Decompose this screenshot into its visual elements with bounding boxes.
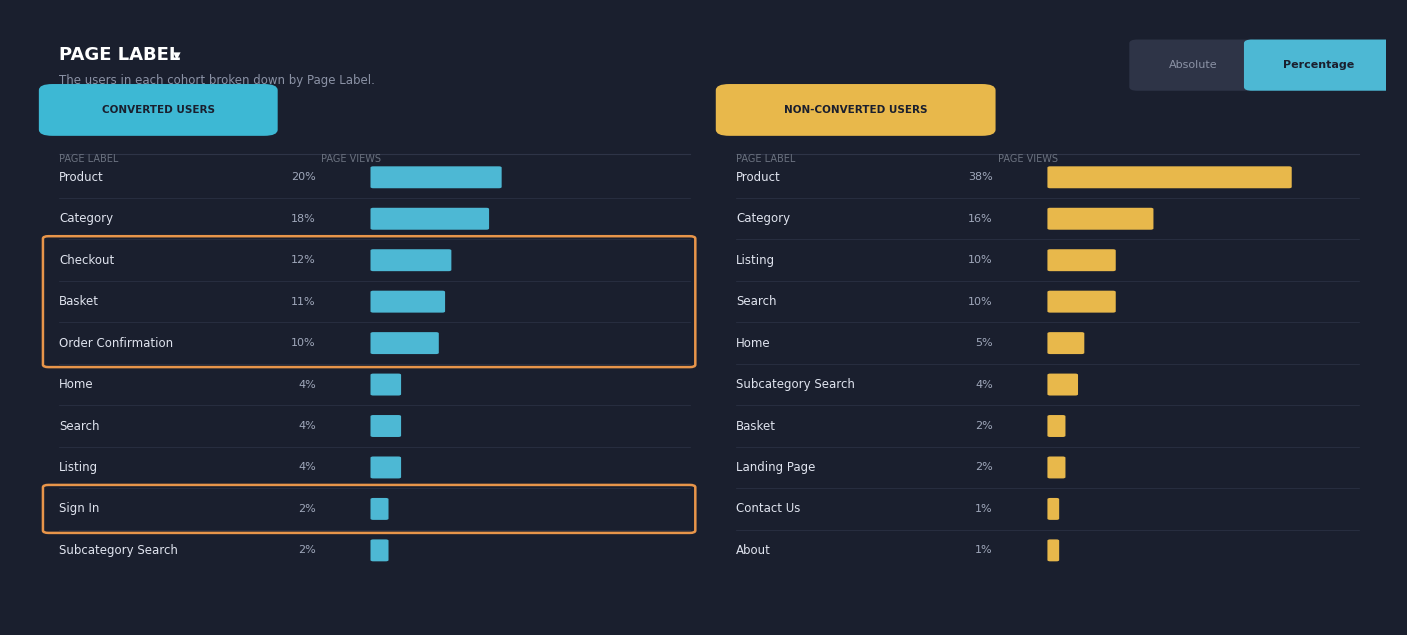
Text: ▾: ▾ [173, 48, 180, 63]
FancyBboxPatch shape [370, 166, 502, 188]
FancyBboxPatch shape [370, 291, 445, 312]
Text: 18%: 18% [291, 214, 317, 224]
FancyBboxPatch shape [1130, 39, 1258, 91]
Text: Category: Category [736, 212, 791, 225]
FancyBboxPatch shape [1047, 208, 1154, 230]
FancyBboxPatch shape [370, 249, 452, 271]
Text: CONVERTED USERS: CONVERTED USERS [101, 105, 215, 115]
Text: 10%: 10% [968, 255, 993, 265]
Text: 2%: 2% [975, 462, 993, 472]
FancyBboxPatch shape [1047, 166, 1292, 188]
Text: Category: Category [59, 212, 114, 225]
FancyBboxPatch shape [1047, 415, 1065, 437]
Text: Landing Page: Landing Page [736, 461, 816, 474]
Text: PAGE VIEWS: PAGE VIEWS [321, 154, 381, 164]
Text: Checkout: Checkout [59, 254, 114, 267]
FancyBboxPatch shape [370, 539, 388, 561]
FancyBboxPatch shape [1047, 498, 1059, 520]
Text: Search: Search [736, 295, 777, 308]
Text: Basket: Basket [736, 420, 777, 432]
Text: PAGE LABEL: PAGE LABEL [59, 46, 180, 64]
FancyBboxPatch shape [1244, 39, 1394, 91]
Text: The users in each cohort broken down by Page Label.: The users in each cohort broken down by … [59, 74, 376, 86]
Text: 5%: 5% [975, 338, 993, 348]
Text: Listing: Listing [736, 254, 775, 267]
Text: 4%: 4% [298, 421, 317, 431]
Text: Search: Search [59, 420, 100, 432]
Text: PAGE VIEWS: PAGE VIEWS [999, 154, 1058, 164]
Text: Subcategory Search: Subcategory Search [736, 378, 855, 391]
FancyBboxPatch shape [1047, 539, 1059, 561]
Text: Sign In: Sign In [59, 502, 100, 516]
FancyBboxPatch shape [716, 84, 996, 136]
Text: 2%: 2% [975, 421, 993, 431]
FancyBboxPatch shape [1047, 291, 1116, 312]
Text: PAGE LABEL: PAGE LABEL [736, 154, 795, 164]
FancyBboxPatch shape [1047, 457, 1065, 478]
Text: Product: Product [736, 171, 781, 184]
Text: Home: Home [59, 378, 94, 391]
Text: 10%: 10% [968, 297, 993, 307]
Text: 2%: 2% [298, 545, 317, 556]
FancyBboxPatch shape [370, 457, 401, 478]
FancyBboxPatch shape [370, 332, 439, 354]
Text: 1%: 1% [975, 545, 993, 556]
Text: Subcategory Search: Subcategory Search [59, 544, 179, 557]
FancyBboxPatch shape [39, 84, 277, 136]
Text: Absolute: Absolute [1169, 60, 1218, 70]
FancyBboxPatch shape [1047, 249, 1116, 271]
FancyBboxPatch shape [370, 208, 490, 230]
FancyBboxPatch shape [370, 373, 401, 396]
Text: 20%: 20% [291, 172, 317, 182]
Text: Basket: Basket [59, 295, 100, 308]
Text: PAGE LABEL: PAGE LABEL [59, 154, 118, 164]
FancyBboxPatch shape [1047, 332, 1085, 354]
Text: Home: Home [736, 337, 771, 350]
Text: 11%: 11% [291, 297, 317, 307]
Text: 12%: 12% [291, 255, 317, 265]
Text: 10%: 10% [291, 338, 317, 348]
Text: Contact Us: Contact Us [736, 502, 801, 516]
Text: 1%: 1% [975, 504, 993, 514]
Text: 16%: 16% [968, 214, 993, 224]
Text: Percentage: Percentage [1283, 60, 1355, 70]
Text: Order Confirmation: Order Confirmation [59, 337, 173, 350]
Text: 4%: 4% [298, 462, 317, 472]
Text: Product: Product [59, 171, 104, 184]
Text: 38%: 38% [968, 172, 993, 182]
Text: Listing: Listing [59, 461, 98, 474]
Text: 2%: 2% [298, 504, 317, 514]
FancyBboxPatch shape [370, 498, 388, 520]
Text: About: About [736, 544, 771, 557]
Text: 4%: 4% [975, 380, 993, 389]
FancyBboxPatch shape [370, 415, 401, 437]
Text: 4%: 4% [298, 380, 317, 389]
FancyBboxPatch shape [1047, 373, 1078, 396]
Text: NON-CONVERTED USERS: NON-CONVERTED USERS [784, 105, 927, 115]
